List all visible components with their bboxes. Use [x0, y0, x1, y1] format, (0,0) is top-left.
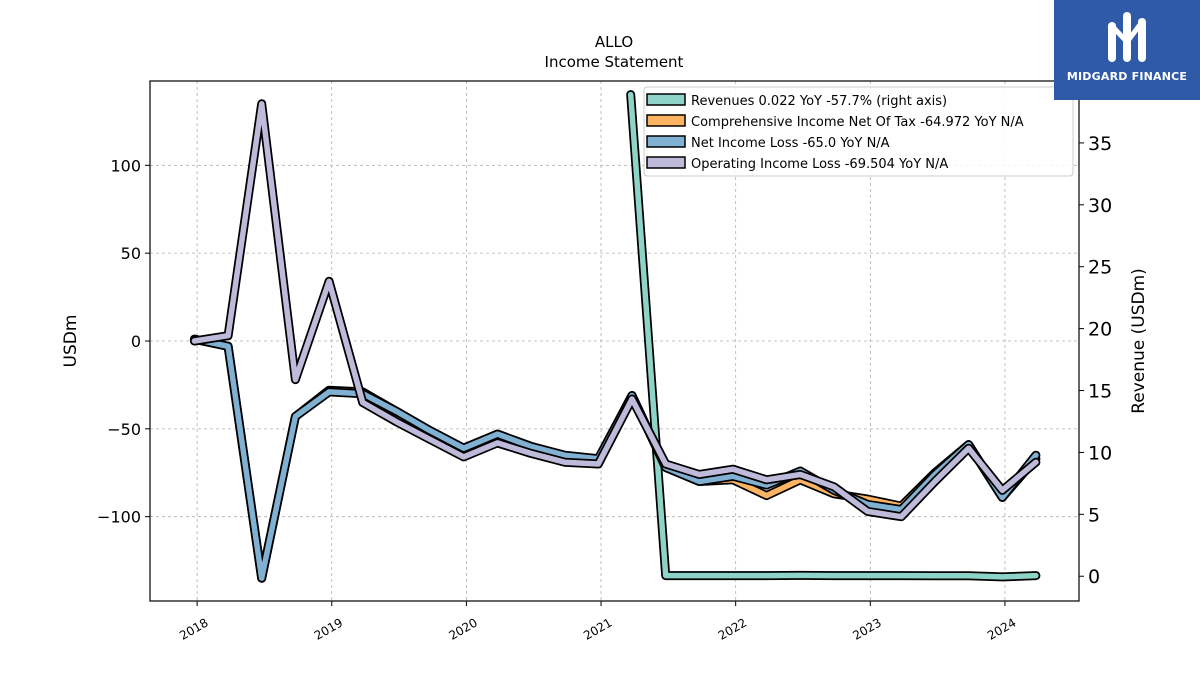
y-tick-label-right: 5: [1088, 504, 1100, 526]
y-tick-label-left: 0: [131, 332, 141, 351]
legend-swatch: [646, 135, 686, 148]
y-tick-label-left: 50: [121, 244, 141, 263]
legend: Revenues 0.022 YoY -57.7% (right axis) Co…: [643, 86, 1074, 177]
series-line-stroke: [191, 101, 1039, 520]
legend-label: Net Income Loss -65.0 YoY N/A: [691, 136, 890, 151]
x-tick-label: 2018: [177, 615, 210, 642]
legend-label: Comprehensive Income Net Of Tax -64.972 …: [691, 115, 1024, 130]
midgard-finance-logo: MIDGARD FINANCE: [1054, 0, 1200, 100]
midgard-m-logo-icon: [1108, 12, 1146, 62]
legend-box: [643, 86, 1074, 177]
x-tick-label: 2020: [446, 615, 479, 642]
legend-label: Operating Income Loss -69.504 YoY N/A: [691, 157, 948, 172]
y-tick-label-right: 20: [1088, 319, 1112, 341]
series-3-line: [189, 99, 1041, 522]
series-lines: [189, 90, 1041, 583]
chart-title: ALLO: [595, 33, 633, 51]
y-tick-label-left: −100: [97, 508, 141, 527]
legend-item: Operating Income Loss -69.504 YoY N/A: [646, 156, 948, 172]
y-tick-label-right: 0: [1088, 566, 1100, 588]
series-line-outline: [189, 334, 1041, 583]
series-line-outline: [189, 334, 1041, 583]
series-line-stroke: [191, 336, 1039, 581]
y-axis-label-right: Revenue (USDm): [1129, 268, 1149, 414]
chart-subtitle: Income Statement: [545, 53, 684, 71]
x-tick-label: 2022: [716, 615, 749, 642]
series-1-line: [189, 334, 1041, 583]
legend-item: Revenues 0.022 YoY -57.7% (right axis): [646, 93, 947, 109]
y-tick-label-right: 10: [1088, 442, 1112, 464]
y-axis-label-left: USDm: [61, 315, 81, 368]
legend-swatch: [646, 156, 686, 169]
legend-swatch: [646, 114, 686, 127]
series-2-line: [189, 334, 1041, 583]
y-tick-label-right: 25: [1088, 257, 1112, 279]
x-tick-label: 2019: [312, 615, 345, 642]
series-0-line: [626, 90, 1041, 582]
legend-item: Comprehensive Income Net Of Tax -64.972 …: [646, 114, 1024, 130]
series-line-stroke: [191, 336, 1039, 581]
y-tick-label-left: 100: [110, 156, 141, 175]
x-tick-label: 2024: [985, 615, 1018, 642]
brand-name: MIDGARD FINANCE: [1066, 70, 1188, 83]
y-tick-label-left: −50: [107, 420, 141, 439]
y-tick-label-right: 30: [1088, 195, 1112, 217]
legend-swatch: [646, 93, 686, 106]
x-tick-label: 2021: [581, 615, 614, 642]
series-line-stroke: [627, 91, 1039, 580]
y-tick-label-right: 15: [1088, 381, 1112, 403]
x-tick-label: 2023: [850, 615, 883, 642]
legend-item: Net Income Loss -65.0 YoY N/A: [646, 135, 890, 151]
y-tick-label-right: 35: [1088, 133, 1112, 155]
legend-label: Revenues 0.022 YoY -57.7% (right axis): [691, 94, 947, 109]
